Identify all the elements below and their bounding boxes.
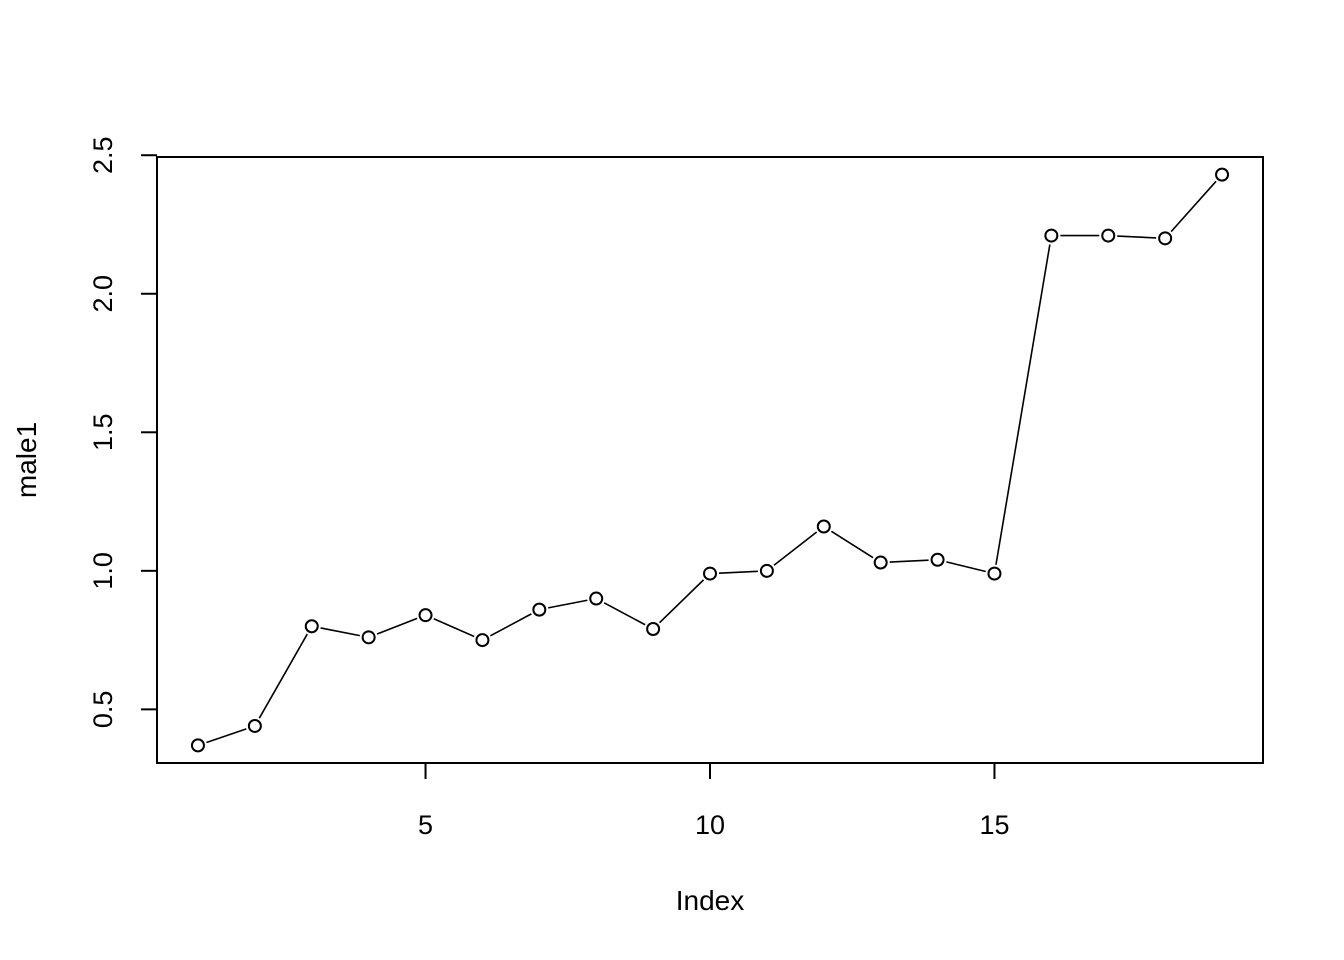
series-line-segment <box>548 599 588 609</box>
series-line-segment <box>603 602 646 626</box>
data-point <box>589 591 604 606</box>
y-tick-label: 1.0 <box>88 552 118 590</box>
data-point <box>475 633 490 648</box>
x-axis-title: Index <box>676 885 745 916</box>
data-point <box>930 552 945 567</box>
y-tick-label: 2.5 <box>88 136 118 174</box>
data-point <box>247 718 262 733</box>
data-point <box>1101 228 1116 243</box>
data-point <box>1215 167 1230 182</box>
series-line-segment <box>206 728 247 744</box>
series-line-segment <box>830 530 874 559</box>
y-axis-title: male1 <box>11 422 42 498</box>
series-line-segment <box>889 559 929 563</box>
series-line-segment <box>258 633 308 719</box>
y-tick-label: 2.0 <box>88 275 118 313</box>
data-point <box>1158 231 1173 246</box>
x-tick-label: 15 <box>979 810 1009 840</box>
data-point <box>703 566 717 581</box>
series-line-segment <box>1170 180 1217 233</box>
x-tick-label: 5 <box>418 810 433 840</box>
series-line-segment <box>376 617 418 635</box>
data-point <box>361 630 376 645</box>
series-line-segment <box>1117 235 1157 239</box>
series-line-segment <box>773 531 818 566</box>
plot-frame <box>156 156 1264 764</box>
series-line-segment <box>946 561 986 573</box>
data-point <box>1044 228 1059 243</box>
data-point <box>873 555 888 570</box>
data-point <box>532 602 547 617</box>
series-line-segment <box>995 244 1051 565</box>
data-point <box>304 619 319 634</box>
data-series <box>190 167 1230 753</box>
data-point <box>759 563 774 578</box>
x-tick-label: 10 <box>695 810 725 840</box>
x-axis: 5 10 15 <box>418 763 1009 840</box>
data-point <box>987 566 1002 581</box>
data-point <box>646 622 661 637</box>
series-line-segment <box>320 627 360 637</box>
y-tick-label: 0.5 <box>88 691 118 729</box>
y-tick-label: 1.5 <box>88 414 118 452</box>
data-point <box>190 738 205 753</box>
series-line-segment <box>489 613 532 637</box>
y-axis: 0.5 1.0 1.5 2.0 2.5 <box>88 136 157 728</box>
series-line-segment <box>658 579 705 624</box>
series-line-segment <box>718 570 758 574</box>
data-point <box>418 608 433 623</box>
series-line-segment <box>433 618 475 638</box>
data-point <box>816 519 831 534</box>
